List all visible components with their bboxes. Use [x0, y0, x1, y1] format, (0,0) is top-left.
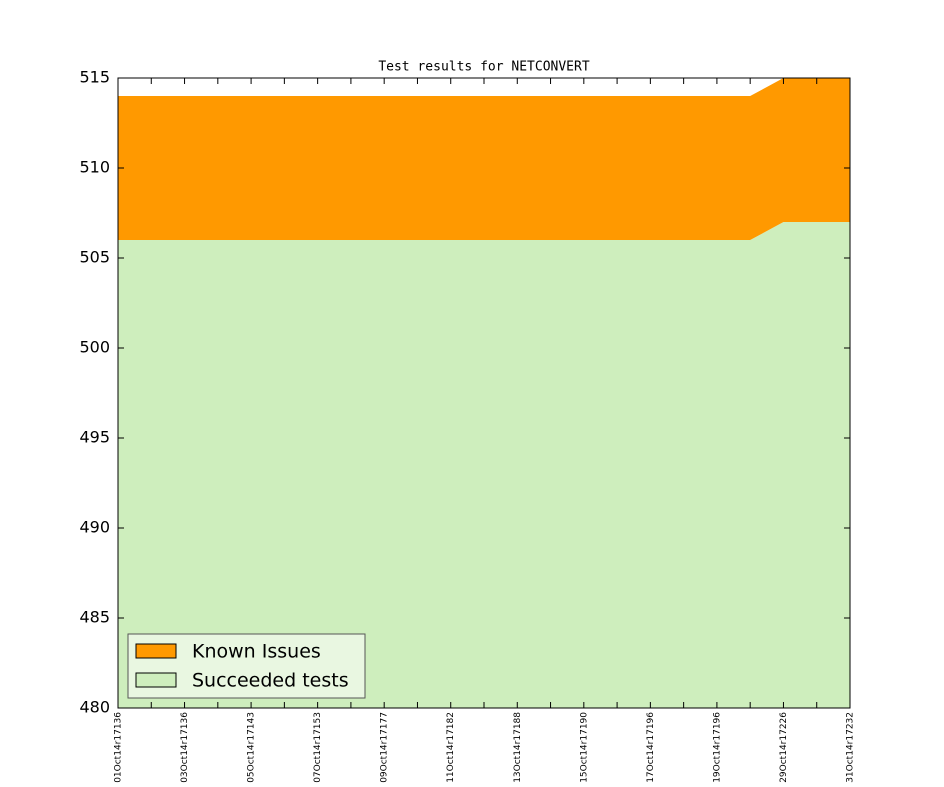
- x-tick-label: 17Oct14r17196: [646, 712, 656, 783]
- y-tick-label: 490: [79, 518, 110, 537]
- y-tick-label: 485: [79, 608, 110, 627]
- x-tick-label: 13Oct14r17188: [513, 712, 523, 783]
- x-tick-label: 07Oct14r17153: [313, 712, 323, 783]
- x-tick-label: 31Oct14r17232: [846, 712, 856, 783]
- x-tick-label: 03Oct14r17136: [180, 712, 190, 783]
- x-tick-label: 11Oct14r17182: [446, 712, 456, 783]
- y-tick-label: 495: [79, 428, 110, 447]
- y-tick-label: 500: [79, 338, 110, 357]
- legend-swatch: [135, 643, 177, 659]
- area: [118, 78, 850, 240]
- x-tick-label: 09Oct14r17177: [380, 712, 390, 783]
- legend-label: Succeeded tests: [192, 670, 349, 692]
- x-tick-label: 15Oct14r17190: [579, 712, 589, 783]
- y-tick-label: 510: [79, 158, 110, 177]
- y-tick-label: 505: [79, 248, 110, 267]
- x-tick-label: 29Oct14r17226: [779, 712, 789, 783]
- x-tick-label: 05Oct14r17143: [247, 712, 257, 783]
- x-tick-label: 01Oct14r17136: [114, 712, 124, 783]
- x-tick-label: 19Oct14r17196: [712, 712, 722, 783]
- y-tick-label: 480: [79, 698, 110, 717]
- area: [118, 222, 850, 708]
- legend-swatch: [135, 672, 177, 688]
- y-tick-label: 515: [79, 68, 110, 87]
- chart-title: Test results for NETCONVERT: [378, 60, 589, 75]
- legend-label: Known Issues: [192, 641, 321, 663]
